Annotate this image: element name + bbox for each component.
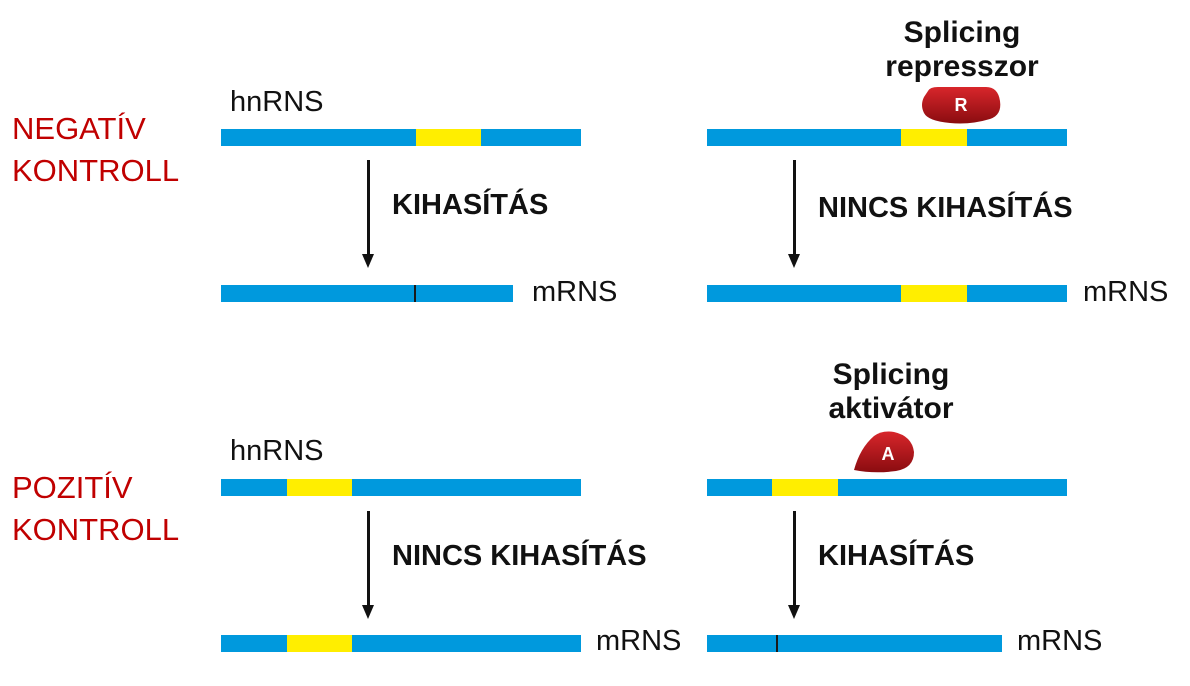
activator-label-line2: aktivátor (828, 392, 954, 425)
neg-right-process-label: NINCS KIHASÍTÁS (818, 192, 1073, 224)
neg-right-arrow (779, 160, 809, 268)
pos-left-retained-intron (287, 635, 352, 652)
positive-label-line2: KONTROLL (12, 512, 180, 547)
pos-left-mrns-label: mRNS (596, 625, 682, 657)
neg-left-hnrns-strand (221, 129, 581, 146)
neg-right-intron (901, 129, 967, 146)
repressor-label: Splicing represszor (862, 16, 1062, 84)
negative-label-line2: KONTROLL (12, 153, 180, 188)
pos-right-arrow (779, 511, 809, 619)
neg-left-intron (416, 129, 481, 146)
neg-left-mrns-strand (221, 285, 513, 302)
pos-right-mrns-strand (707, 635, 1002, 652)
pos-right-intron (772, 479, 838, 496)
pos-left-intron (287, 479, 352, 496)
pos-left-mrns-strand (221, 635, 581, 652)
negative-label-line1: NEGATÍV (12, 111, 146, 146)
pos-left-arrow (353, 511, 383, 619)
neg-right-retained-intron (901, 285, 967, 302)
activator-label: Splicing aktivátor (791, 358, 991, 426)
pos-left-process-label: NINCS KIHASÍTÁS (392, 540, 647, 572)
pos-right-mrns-label: mRNS (1017, 625, 1103, 657)
neg-right-hnrns-strand (707, 129, 1067, 146)
neg-left-splice-junction (414, 285, 416, 302)
neg-left-arrow (353, 160, 383, 268)
negative-control-label: NEGATÍV KONTROLL (12, 108, 179, 192)
activator-symbol: A (882, 444, 895, 464)
repressor-label-line1: Splicing (903, 16, 1021, 49)
neg-left-mrns-label: mRNS (532, 276, 618, 308)
neg-left-hnrns-label: hnRNS (230, 86, 324, 118)
pos-right-hnrns-strand (707, 479, 1067, 496)
pos-left-hnrns-label: hnRNS (230, 435, 324, 467)
neg-right-mrns-strand (707, 285, 1067, 302)
pos-right-splice-junction (776, 635, 778, 652)
neg-left-process-label: KIHASÍTÁS (392, 189, 549, 221)
pos-right-process-label: KIHASÍTÁS (818, 540, 975, 572)
activator-label-line1: Splicing (832, 358, 950, 391)
repressor-label-line2: represszor (885, 50, 1039, 83)
pos-left-hnrns-strand (221, 479, 581, 496)
repressor-symbol: R (955, 95, 968, 115)
repressor-protein-icon: R (922, 87, 1001, 124)
activator-protein-icon: A (854, 431, 914, 473)
positive-label-line1: POZITÍV (12, 470, 133, 505)
positive-control-label: POZITÍV KONTROLL (12, 467, 179, 551)
neg-right-mrns-label: mRNS (1083, 276, 1169, 308)
